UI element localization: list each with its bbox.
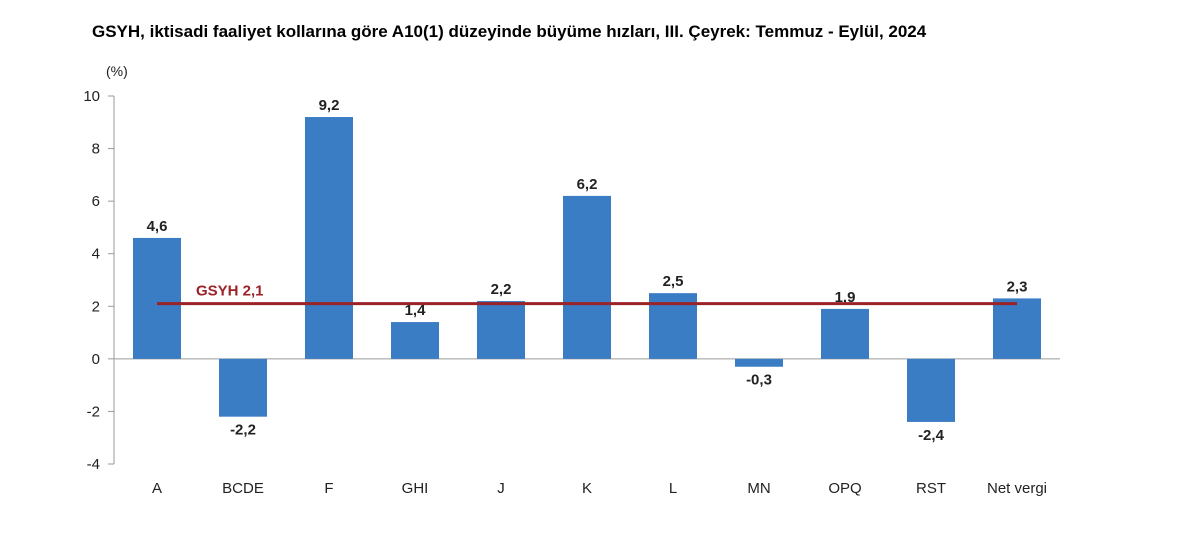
bar-mn <box>735 358 783 367</box>
y-tick-label: 10 <box>83 88 100 105</box>
reference-line-group: GSYH 2,1 <box>157 283 1017 306</box>
y-ticks: 10 8 6 4 2 0 -2 -4 <box>83 88 114 473</box>
data-label: -2,4 <box>918 427 945 444</box>
bars <box>133 117 1041 422</box>
category-labels: A BCDE F GHI J K L MN OPQ RST Net vergi <box>152 480 1047 497</box>
category-label: K <box>582 480 592 497</box>
category-label: F <box>324 480 333 497</box>
data-label: -2,2 <box>230 422 256 439</box>
bar-ghi <box>391 322 439 359</box>
bar-k <box>563 195 611 359</box>
bar-net-vergi <box>993 298 1041 359</box>
data-label: 6,2 <box>577 176 598 193</box>
bar-rst <box>907 358 955 422</box>
bar-bcde <box>219 358 267 417</box>
data-label: 1,9 <box>835 289 856 306</box>
category-label: L <box>669 480 677 497</box>
category-label: RST <box>916 480 946 497</box>
y-axis-unit-label: (%) <box>106 63 128 79</box>
y-tick-label: 4 <box>92 246 100 263</box>
bar-a <box>133 237 181 359</box>
data-label: 2,5 <box>663 273 684 290</box>
y-tick-label: -2 <box>87 403 100 420</box>
chart-title: GSYH, iktisadi faaliyet kollarına göre A… <box>92 22 927 41</box>
data-label: 1,4 <box>405 302 427 319</box>
category-label: J <box>497 480 505 497</box>
y-tick-label: 6 <box>92 193 100 210</box>
category-label: BCDE <box>222 480 264 497</box>
category-label: OPQ <box>828 480 861 497</box>
category-label: A <box>152 480 162 497</box>
data-labels: 4,6 -2,2 9,2 1,4 2,2 6,2 2,5 -0,3 1,9 -2,4 2,3 <box>147 97 1028 444</box>
category-label: Net vergi <box>987 480 1047 497</box>
y-tick-label: -4 <box>87 456 100 473</box>
y-tick-label: 2 <box>92 298 100 315</box>
y-tick-label: 0 <box>92 351 100 368</box>
category-label: MN <box>747 480 770 497</box>
bar-opq <box>821 308 869 359</box>
category-label: GHI <box>402 480 429 497</box>
data-label: 2,3 <box>1007 278 1028 295</box>
y-tick-label: 8 <box>92 141 100 158</box>
data-label: 4,6 <box>147 218 168 235</box>
bar-f <box>305 117 353 359</box>
bar-j <box>477 301 525 359</box>
reference-line-label: GSYH 2,1 <box>196 283 264 300</box>
data-label: -0,3 <box>746 372 772 389</box>
data-label: 2,2 <box>491 281 512 298</box>
data-label: 9,2 <box>319 97 340 114</box>
